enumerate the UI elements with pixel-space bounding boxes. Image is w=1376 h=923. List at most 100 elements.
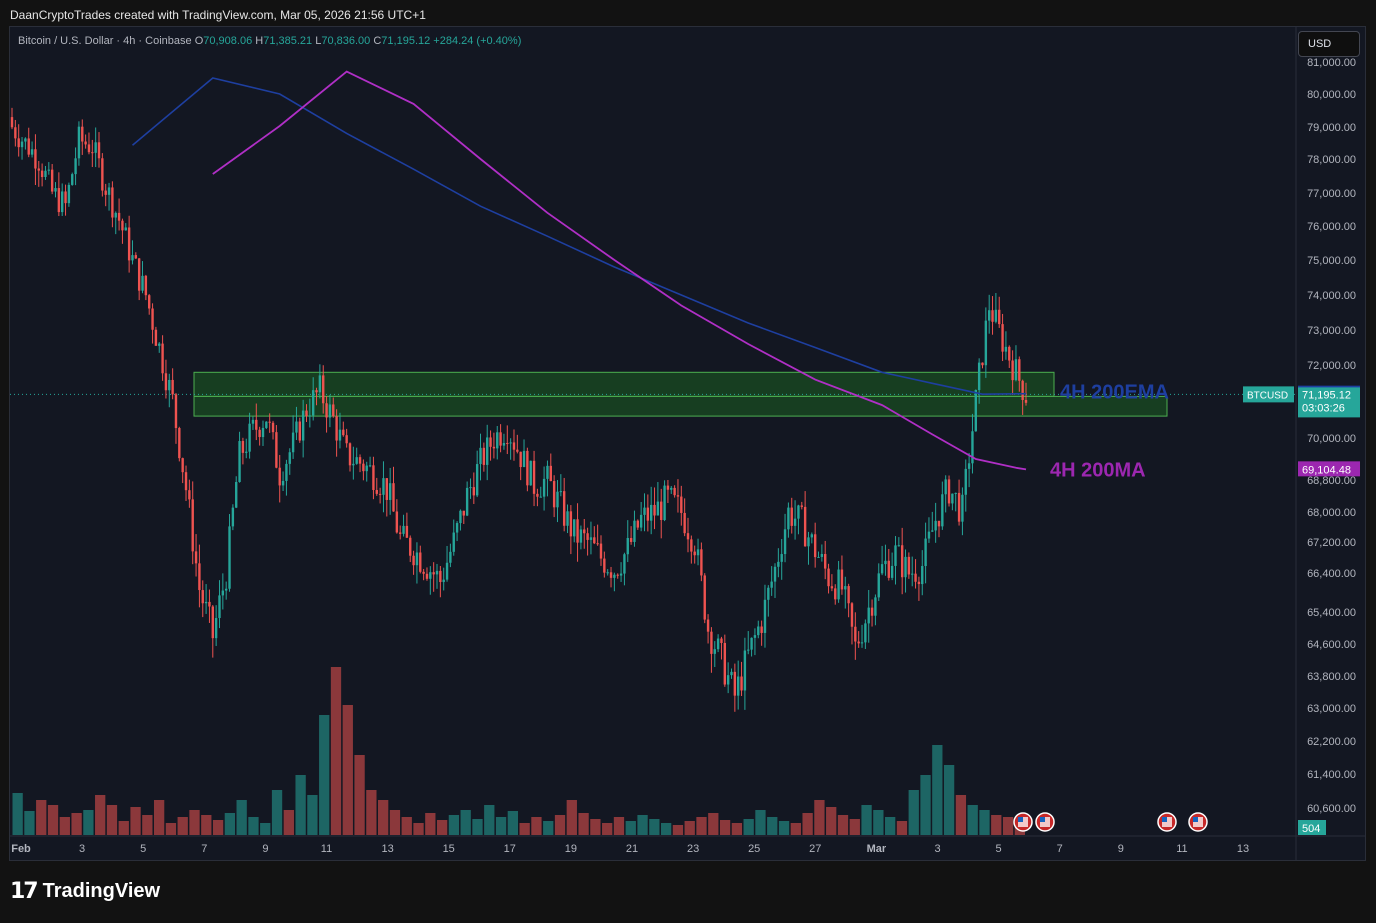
candle-body [479,447,482,465]
footer: 17 TradingView [10,879,160,904]
candle-body [60,191,64,213]
x-tick-label: 5 [996,843,1002,855]
candle-body [880,564,884,574]
candle-body [646,507,650,521]
y-tick-label: 68,000.00 [1307,507,1356,519]
candle-body [639,514,643,528]
candle-body [626,538,629,555]
candle-body [743,650,747,691]
y-tick-label: 61,400.00 [1307,769,1356,781]
candle-body [606,572,609,574]
volume-bar [224,813,236,835]
candle-body [462,510,465,516]
last-price-text: 71,195.12 [1302,389,1351,401]
volume-bar [543,821,554,835]
volume-bar [649,819,660,835]
x-tick-label: 11 [1176,843,1187,855]
x-tick-label: 11 [321,843,332,855]
volume-bar [307,795,318,835]
candle-body [834,588,837,600]
candle-body [368,465,372,467]
candle-body [201,590,204,604]
candle-body [439,570,442,583]
candle-body [817,556,820,558]
candle-body [348,443,352,466]
candle-body [613,574,616,578]
candle-body [720,638,723,643]
annotation-ma: 4H 200MA [1050,459,1146,481]
candle-body [703,575,706,620]
candle-body [325,403,328,418]
candle-body [211,606,214,639]
candle-body [773,566,777,582]
volume-bar [495,817,507,835]
close-value: 71,195.12 [381,35,431,47]
candle-body [803,506,807,547]
volume-bar [212,820,224,835]
resistance-zone-upper [193,371,1055,397]
candle-body [305,410,308,417]
candle-body [740,676,743,691]
currency-button[interactable]: USD [1298,31,1360,57]
candle-body [385,478,389,500]
candle-body [449,551,452,563]
volume-bar [283,810,294,835]
candle-body [670,487,673,490]
candle-body [382,478,385,495]
candle-body [904,556,907,578]
y-tick-label: 73,000.00 [1307,325,1356,337]
candle-body [867,607,870,624]
candle-body [509,442,512,444]
volume-bar [660,823,672,835]
candle-body [251,419,255,424]
volume-bar [625,821,636,835]
candle-body [241,441,245,453]
candle-body [278,467,281,486]
candle-body [158,343,161,346]
candle-body [736,676,740,696]
x-tick-label: 27 [809,843,821,855]
ma-200-line [212,70,1027,471]
low-label: L [315,35,322,47]
candle-body [787,507,790,530]
x-tick-label: 15 [443,843,455,855]
candle-body [432,572,435,575]
candle-body [663,485,666,521]
candle-body [844,586,847,590]
candle-body [633,520,636,542]
candle-body [810,534,814,538]
volume-bar [106,805,118,835]
candle-body [516,449,519,452]
volume-bar [248,817,259,835]
candle-body [295,421,298,433]
candle-body [860,642,864,644]
candle-body [117,212,121,221]
candle-body [706,619,710,632]
candle-body [1008,346,1011,361]
volume-bar [743,819,754,835]
candle-body [974,390,978,432]
candle-body [556,491,559,508]
candle-body [596,543,599,545]
volume-bar [507,811,518,835]
chart-panel[interactable] [9,26,1366,861]
candle-body [653,504,656,516]
candle-body [224,588,228,591]
volume-bar [767,817,778,835]
volume-bar [554,815,566,835]
volume-bar [354,755,365,835]
candle-body [496,432,499,449]
y-tick-label: 70,000.00 [1307,433,1356,445]
candle-body [221,590,225,596]
candle-body [726,675,730,685]
volume-bar [71,813,82,835]
open-label: O [194,35,204,47]
candle-body [97,142,101,159]
candle-body [807,537,810,547]
candle-body [208,601,211,607]
candle-body [402,525,405,534]
candle-body [532,460,536,494]
high-value: 71,385.21 [263,35,313,47]
volume-bar [83,810,94,835]
